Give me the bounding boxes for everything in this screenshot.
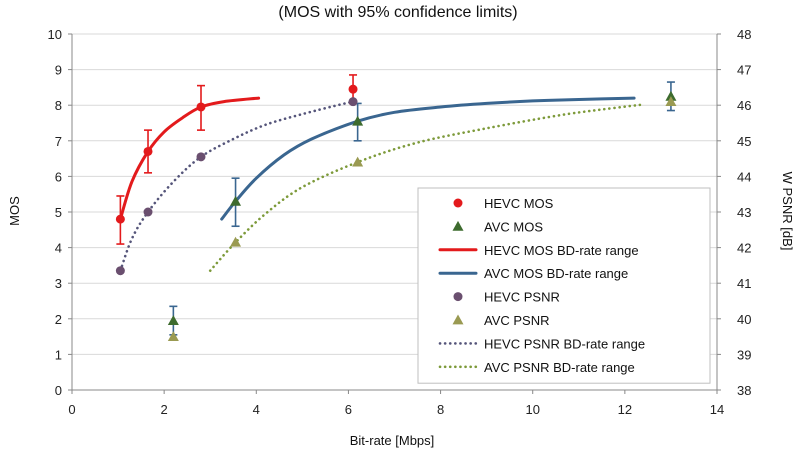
y2-tick-label: 48 xyxy=(737,27,751,42)
legend-hevc-mos-label: HEVC MOS xyxy=(484,196,554,211)
y2-tick-label: 46 xyxy=(737,98,751,113)
legend-avc-mos-marker xyxy=(452,220,464,231)
legend-hevc-psnr-bd-rate-range-label: HEVC PSNR BD-rate range xyxy=(484,336,645,351)
y-tick-label: 9 xyxy=(55,63,62,78)
avc-psnr-point xyxy=(230,236,242,247)
legend-avc-psnr-marker xyxy=(452,314,464,325)
y2-tick-label: 41 xyxy=(737,276,751,291)
avc-psnr-point xyxy=(665,96,677,107)
y2-tick-label: 45 xyxy=(737,134,751,149)
x-tick-label: 14 xyxy=(710,402,724,417)
chart-title: (MOS with 95% confidence limits) xyxy=(278,4,517,21)
y-tick-label: 4 xyxy=(55,241,62,256)
avc-psnr-point xyxy=(352,156,364,167)
y-tick-label: 0 xyxy=(55,383,62,398)
avc-mos-point xyxy=(230,195,242,206)
avc-psnr-bd-rate-range-line xyxy=(208,103,645,272)
y-tick-label: 7 xyxy=(55,134,62,149)
hevc-psnr-point xyxy=(348,97,358,107)
avc-mos-bd-rate-range-line xyxy=(220,96,636,221)
hevc-psnr-bd-rate-range-line xyxy=(119,100,355,272)
hevc-psnr-point xyxy=(196,152,206,162)
legend: HEVC MOS AVC MOS HEVC MOS BD-rate range AVC… xyxy=(417,187,711,384)
legend-hevc-mos-marker xyxy=(453,198,463,208)
x-tick-label: 8 xyxy=(437,402,444,417)
hevc-mos-point xyxy=(115,214,125,224)
y2-tick-label: 43 xyxy=(737,205,751,220)
y2-tick-label: 42 xyxy=(737,241,751,256)
legend-avc-mos-label: AVC MOS xyxy=(484,219,543,234)
y2-axis-label: W PSNR [dB] xyxy=(780,172,795,251)
y2-tick-label: 47 xyxy=(737,63,751,78)
y2-tick-label: 44 xyxy=(737,169,751,184)
hevc-mos-bd-rate-range-line xyxy=(118,96,261,221)
y-tick-label: 1 xyxy=(55,347,62,362)
x-tick-label: 10 xyxy=(525,402,539,417)
x-axis-label: Bit-rate [Mbps] xyxy=(350,433,435,448)
avc-mos-point xyxy=(665,90,677,101)
y-tick-label: 6 xyxy=(55,169,62,184)
y2-tick-label: 39 xyxy=(737,347,751,362)
hevc-mos-point xyxy=(143,146,153,156)
legend-box xyxy=(417,187,711,384)
hevc-mos-point xyxy=(348,84,358,94)
y2-tick-label: 38 xyxy=(737,383,751,398)
avc-mos-point xyxy=(167,315,179,325)
hevc-mos-point xyxy=(196,102,206,112)
legend-avc-psnr-label: AVC PSNR xyxy=(484,313,550,328)
legend-hevc-mos-bd-rate-range-label: HEVC MOS BD-rate range xyxy=(484,243,639,258)
x-tick-label: 4 xyxy=(253,402,260,417)
hevc-psnr-point xyxy=(115,266,125,276)
series-layer xyxy=(115,74,677,341)
x-tick-label: 6 xyxy=(345,402,352,417)
x-tick-label: 12 xyxy=(618,402,632,417)
y-tick-label: 3 xyxy=(55,276,62,291)
avc-psnr-point xyxy=(167,331,179,341)
y-axis-label: MOS xyxy=(7,196,22,226)
y-tick-label: 5 xyxy=(55,205,62,220)
legend-hevc-psnr-label: HEVC PSNR xyxy=(484,290,560,305)
x-tick-label: 2 xyxy=(161,402,168,417)
y2-tick-label: 40 xyxy=(737,312,751,327)
y-tick-label: 10 xyxy=(48,27,62,42)
x-tick-label: 0 xyxy=(68,402,75,417)
hevc-psnr-point xyxy=(143,207,153,217)
y-tick-label: 8 xyxy=(55,98,62,113)
avc-mos-point xyxy=(352,115,364,126)
legend-avc-mos-bd-rate-range-label: AVC MOS BD-rate range xyxy=(484,266,628,281)
legend-avc-psnr-bd-rate-range-label: AVC PSNR BD-rate range xyxy=(484,360,635,375)
y-tick-label: 2 xyxy=(55,312,62,327)
legend-hevc-psnr-marker xyxy=(453,292,463,302)
